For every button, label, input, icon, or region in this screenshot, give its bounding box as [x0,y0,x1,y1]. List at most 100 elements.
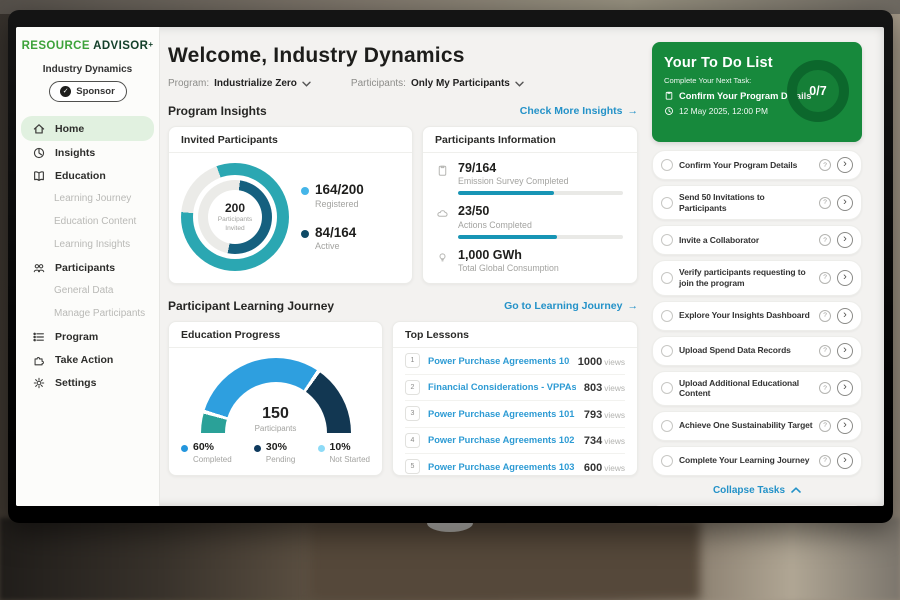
lesson-link[interactable]: Financial Considerations - VPPAs [428,382,576,392]
home-icon [31,121,46,136]
learning-journey-section: Participant Learning Journey Go to Learn… [168,299,638,313]
education-gauge-chart: 150 Participants [201,358,351,433]
task-checkbox[interactable] [661,310,673,322]
filters-row: Program: Industrialize Zero Participants… [168,78,638,89]
info-icon[interactable]: ? [819,272,831,284]
program-insights-title: Program Insights [168,104,267,118]
clock-icon [664,106,674,116]
education-progress-title: Education Progress [169,322,382,348]
task-invite-collaborator[interactable]: Invite a Collaborator ? › [652,225,862,255]
lesson-row: 4 Power Purchase Agreements 102 734views [405,428,625,455]
legend-registered: 164/200 Registered [301,183,364,209]
info-icon[interactable]: ? [819,310,831,322]
task-checkbox[interactable] [661,234,673,246]
sidebar-item-manage-participants[interactable]: Manage Participants [16,302,159,325]
sponsor-label: Sponsor [76,86,115,97]
sidebar: RESOURCE ADVISOR+ Industry Dynamics ✓ Sp… [16,27,160,506]
sidebar-item-program[interactable]: Program [16,325,159,348]
background-furniture [310,520,700,600]
lesson-row: 5 Power Purchase Agreements 103 600views [405,454,625,480]
task-verify-participants[interactable]: Verify participants requesting to join t… [652,260,862,295]
not-started-dot-icon [318,445,325,452]
active-dot-icon [301,230,309,238]
task-complete-learning-journey[interactable]: Complete Your Learning Journey ? › [652,446,862,476]
dashboard-screen: RESOURCE ADVISOR+ Industry Dynamics ✓ Sp… [16,27,884,506]
lesson-link[interactable]: Power Purchase Agreements 101 [428,409,576,419]
learning-journey-title: Participant Learning Journey [168,299,334,313]
sidebar-item-general-data[interactable]: General Data [16,279,159,302]
participants-dropdown[interactable]: Participants: Only My Participants [351,78,524,89]
task-checkbox[interactable] [661,272,673,284]
task-upload-spend-data[interactable]: Upload Spend Data Records ? › [652,336,862,366]
collapse-tasks-link[interactable]: Collapse Tasks [652,485,862,496]
info-icon[interactable]: ? [819,455,831,467]
chevron-right-button[interactable]: › [837,418,853,434]
lesson-link[interactable]: Power Purchase Agreements 102 [428,435,576,445]
task-send-invitations[interactable]: Send 50 Invitations to Participants ? › [652,185,862,220]
info-icon[interactable]: ? [819,234,831,246]
sponsor-badge[interactable]: ✓ Sponsor [49,81,127,102]
sidebar-item-education-content[interactable]: Education Content [16,210,159,233]
task-checkbox[interactable] [661,345,673,357]
chevron-right-button[interactable]: › [837,343,853,359]
task-upload-educational-content[interactable]: Upload Additional Educational Content ? … [652,371,862,406]
task-achieve-sustainability-target[interactable]: Achieve One Sustainability Target ? › [652,411,862,441]
sponsor-icon: ✓ [60,86,71,97]
participants-information-title: Participants Information [423,127,637,153]
puzzle-icon [31,352,46,367]
invited-participants-card: Invited Participants 200 Participants In… [168,126,413,284]
task-explore-insights[interactable]: Explore Your Insights Dashboard ? › [652,301,862,331]
registered-dot-icon [301,187,309,195]
stat-bar-fill [458,191,554,195]
education-progress-card: Education Progress 150 Participants 60% … [168,321,383,476]
invited-donut-ring-outer: 200 Participants Invited [181,163,289,271]
info-icon[interactable]: ? [819,382,831,394]
sidebar-item-learning-insights[interactable]: Learning Insights [16,233,159,256]
chevron-right-button[interactable]: › [837,308,853,324]
chevron-right-button[interactable]: › [837,195,853,211]
task-checkbox[interactable] [661,197,673,209]
sidebar-item-home[interactable]: Home [21,116,154,141]
chevron-down-icon [302,81,311,87]
sidebar-item-take-action[interactable]: Take Action [16,348,159,371]
chevron-up-icon [791,487,801,493]
sidebar-item-participants[interactable]: Participants [16,256,159,279]
info-icon[interactable]: ? [819,420,831,432]
chevron-right-button[interactable]: › [837,270,853,286]
info-icon[interactable]: ? [819,197,831,209]
invited-center-value: 200 [225,201,245,215]
sidebar-item-education[interactable]: Education [16,164,159,187]
info-icon[interactable]: ? [819,345,831,357]
resource-advisor-logo: RESOURCE ADVISOR+ [16,40,159,52]
insights-icon [31,145,46,160]
sidebar-item-insights[interactable]: Insights [16,141,159,164]
lightbulb-icon [435,248,450,273]
task-confirm-program-details[interactable]: Confirm Your Program Details ? › [652,150,862,180]
lesson-link[interactable]: Power Purchase Agreements 101 [428,356,570,366]
invited-donut-ring-inner: 200 Participants Invited [198,180,272,254]
lesson-row: 3 Power Purchase Agreements 101 793views [405,401,625,428]
lesson-link[interactable]: Power Purchase Agreements 103 [428,462,576,472]
monitor-bezel: RESOURCE ADVISOR+ Industry Dynamics ✓ Sp… [8,10,893,523]
go-to-learning-journey-link[interactable]: Go to Learning Journey → [504,300,638,312]
clipboard-icon [435,161,450,195]
task-checkbox[interactable] [661,455,673,467]
task-checkbox[interactable] [661,382,673,394]
program-dropdown[interactable]: Program: Industrialize Zero [168,78,311,89]
chevron-right-button[interactable]: › [837,380,853,396]
sidebar-item-settings[interactable]: Settings [16,371,159,394]
info-icon[interactable]: ? [819,159,831,171]
sidebar-item-learning-journey[interactable]: Learning Journey [16,187,159,210]
chevron-right-button[interactable]: › [837,453,853,469]
recent-news-card: Recent News [652,505,862,506]
check-more-insights-link[interactable]: Check More Insights → [520,105,638,117]
participants-filter-value: Only My Participants [411,78,510,89]
legend-not-started: 10% Not Started [318,442,370,464]
task-checkbox[interactable] [661,420,673,432]
arrow-right-icon: → [628,105,639,117]
chevron-right-button[interactable]: › [837,157,853,173]
education-legend: 60% Completed 30% Pending [169,433,382,464]
chevron-right-button[interactable]: › [837,232,853,248]
task-checkbox[interactable] [661,159,673,171]
lesson-row: 1 Power Purchase Agreements 101 1000view… [405,348,625,375]
